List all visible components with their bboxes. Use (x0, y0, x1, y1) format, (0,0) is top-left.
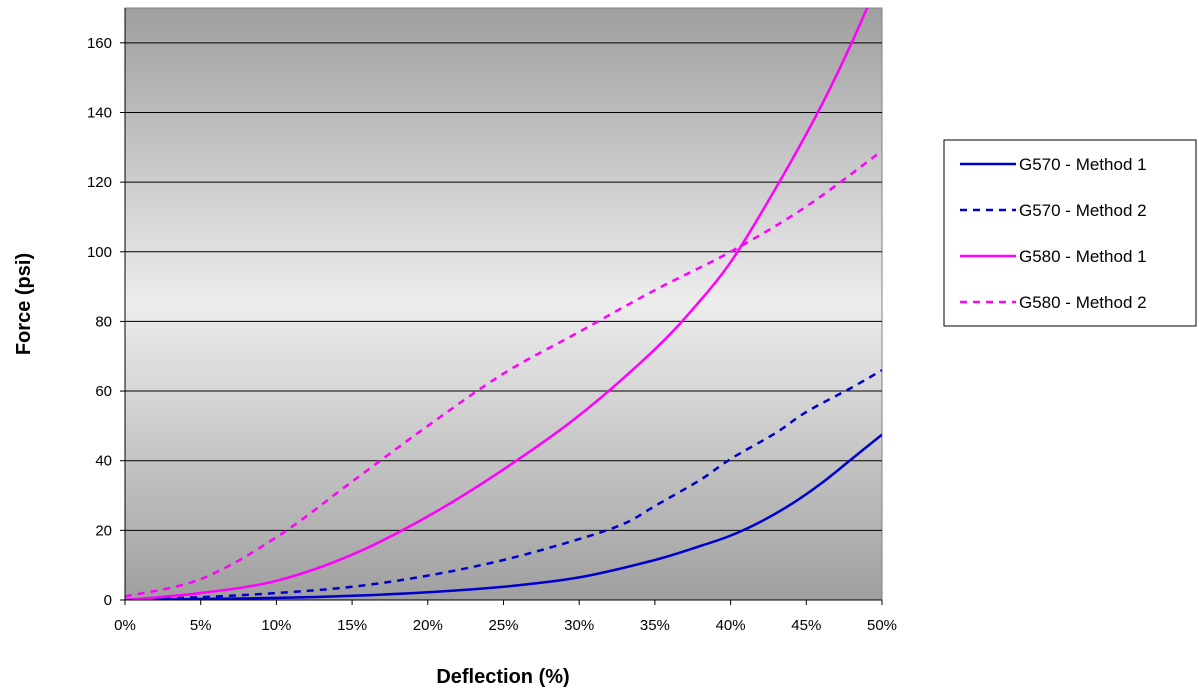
y-tick-label-3: 60 (95, 383, 112, 400)
y-tick-label-0: 0 (104, 592, 112, 609)
series-line-3 (125, 149, 882, 598)
series-group (125, 8, 882, 600)
x-tick-label-3: 15% (337, 617, 367, 634)
legend-label-0: G570 - Method 1 (1019, 155, 1147, 174)
x-tick-label-5: 25% (488, 617, 518, 634)
legend-label-3: G580 - Method 2 (1019, 293, 1147, 312)
series-line-0 (125, 433, 882, 600)
series-line-1 (125, 369, 882, 600)
legend-label-1: G570 - Method 2 (1019, 201, 1147, 220)
x-tick-label-6: 30% (564, 617, 594, 634)
y-tick-label-2: 40 (95, 453, 112, 470)
x-tick-label-8: 40% (716, 617, 746, 634)
y-tick-label-4: 80 (95, 313, 112, 330)
y-tick-label-6: 120 (87, 174, 112, 191)
y-tick-label-8: 160 (87, 35, 112, 52)
gridlines (125, 42, 882, 531)
tick-labels: 0 20 40 60 80 100 120 140 160 0% 5% 10% 15% 20% 25% 30%… (87, 35, 897, 634)
x-tick-label-10: 50% (867, 617, 897, 634)
x-tick-label-0: 0% (114, 617, 136, 634)
x-tick-label-2: 10% (261, 617, 291, 634)
y-axis-title: Force (psi) (13, 253, 35, 355)
x-tick-label-4: 20% (413, 617, 443, 634)
x-tick-label-9: 45% (791, 617, 821, 634)
legend: G570 - Method 1 G570 - Method 2 G580 - Met… (943, 139, 1197, 327)
y-tick-label-7: 140 (87, 104, 112, 121)
legend-box (943, 139, 1197, 327)
x-axis-title: Deflection (%) (436, 666, 569, 688)
legend-label-2: G580 - Method 1 (1019, 247, 1147, 266)
x-tick-label-1: 5% (190, 617, 212, 634)
y-tick-label-1: 20 (95, 522, 112, 539)
series-line-2 (125, 8, 869, 600)
y-tick-label-5: 100 (87, 244, 112, 261)
plot-area (124, 7, 883, 601)
x-tick-label-7: 35% (640, 617, 670, 634)
